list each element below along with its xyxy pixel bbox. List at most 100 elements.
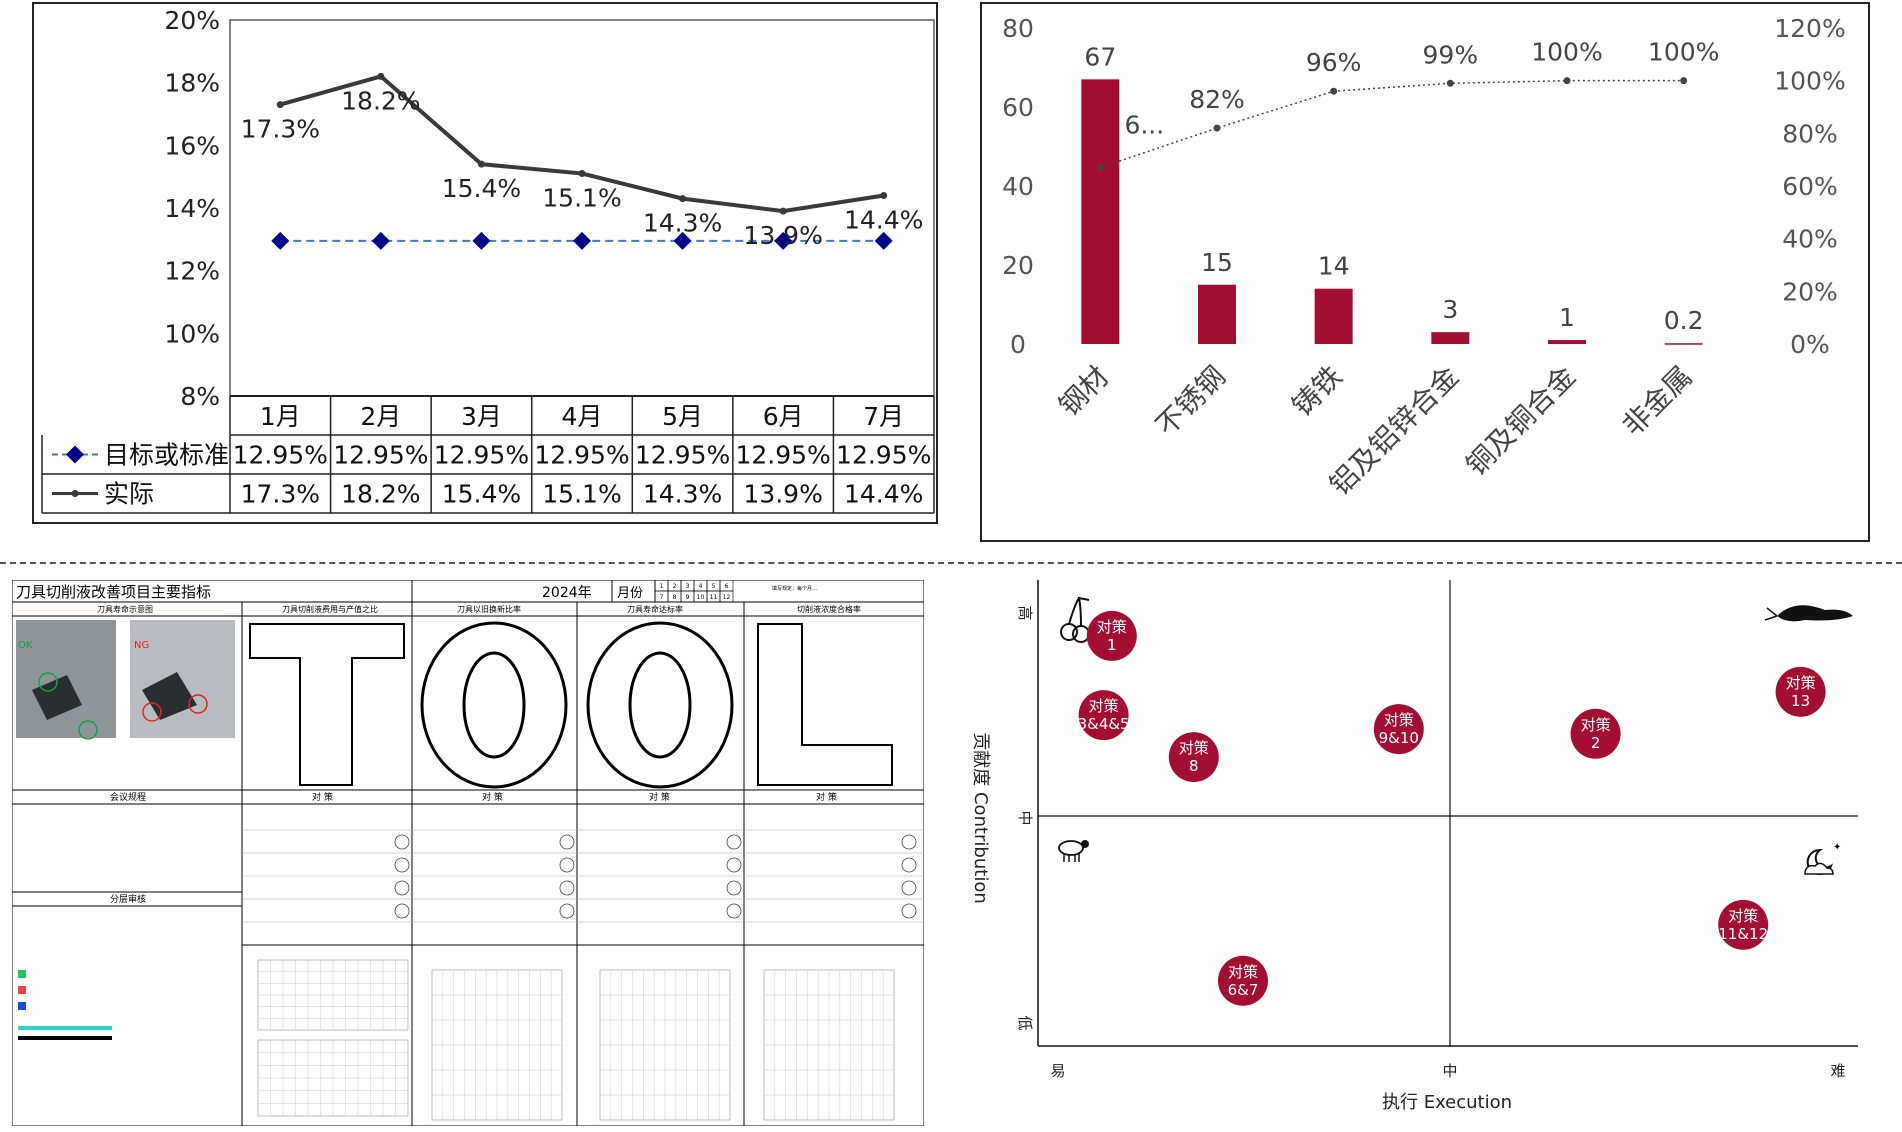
- actual-data-label: 13.9%: [743, 221, 822, 250]
- progress-circle: [394, 857, 410, 873]
- month-number: 12: [723, 594, 731, 601]
- bar-value-label: 3: [1442, 295, 1458, 324]
- measure-point-number: 13: [1791, 692, 1810, 710]
- table-legend-actual-marker: [71, 490, 79, 497]
- actual-point-marker: [880, 191, 888, 199]
- y-tick-label: 低: [1016, 1015, 1034, 1030]
- measure-point: [1718, 899, 1769, 950]
- head-concentration: 切削液浓度合格率: [797, 604, 861, 614]
- ng-insert-photo: [130, 620, 235, 738]
- table-month-header: 5月: [662, 402, 703, 431]
- measure-point: [1086, 610, 1137, 661]
- actual-data-label: 15.1%: [542, 184, 621, 213]
- progress-circle: [559, 880, 575, 896]
- table-target-value: 12.95%: [434, 441, 529, 470]
- whale-icon-body: [1777, 605, 1853, 622]
- bar-value-label: 67: [1084, 42, 1116, 71]
- y-tick-label: 高: [1016, 605, 1034, 620]
- measure-point: [1078, 690, 1129, 741]
- progress-circle: [726, 834, 742, 850]
- whale-icon: [1764, 605, 1853, 622]
- measures-head: 对 策: [482, 791, 503, 803]
- letter-t: [249, 623, 405, 786]
- month-number: 10: [697, 594, 705, 601]
- actual-data-label: 15.4%: [442, 174, 521, 203]
- measure-point-number: 6&7: [1228, 981, 1259, 999]
- month-number: 8: [673, 594, 677, 601]
- table-actual-value: 14.4%: [844, 480, 923, 509]
- letter-o-inner: [628, 651, 692, 759]
- cherry-icon: [1060, 596, 1090, 643]
- table-target-value: 12.95%: [233, 441, 328, 470]
- progress-circle: [726, 903, 742, 919]
- actual-data-label: 14.4%: [844, 205, 923, 234]
- sheep-icon-head: [1081, 840, 1089, 848]
- progress-circle: [394, 903, 410, 919]
- progress-circle: [901, 903, 917, 919]
- table-actual-value: 15.4%: [442, 480, 521, 509]
- letter-l: [757, 623, 893, 786]
- month-number: 5: [712, 583, 716, 590]
- ok-mark-circle: [78, 720, 98, 740]
- measure-point: [1775, 666, 1826, 717]
- bar: [1431, 332, 1470, 344]
- sheep-icon: [1058, 840, 1089, 862]
- y2-tick-label: 20%: [1782, 277, 1838, 306]
- progress-circle: [901, 880, 917, 896]
- layered-review-head: 分层审核: [110, 893, 146, 905]
- board-svg: 刀具切削液改善项目主要指标 2024年 月份 1 2 3 4 5 67 8 9 10 11 12 填…: [11, 579, 925, 1127]
- bar-value-label: 0.2: [1664, 306, 1704, 335]
- progress-circle: [901, 857, 917, 873]
- measure-point-number: 1: [1107, 636, 1117, 654]
- cumulative-point: [1096, 164, 1104, 172]
- x-axis-title: 执行 Execution: [1382, 1092, 1512, 1113]
- moon-icon-star: ✦: [1833, 842, 1841, 853]
- cumulative-point: [1446, 79, 1454, 87]
- progress-circle: [394, 880, 410, 896]
- progress-circle: [726, 880, 742, 896]
- cumulative-label: 99%: [1423, 40, 1479, 69]
- y-tick-label: 8%: [180, 382, 220, 411]
- y2-tick-label: 100%: [1774, 67, 1845, 96]
- cumulative-label: 100%: [1648, 38, 1719, 67]
- ok-insert-shape: [32, 675, 82, 720]
- bar: [1314, 288, 1353, 344]
- progress-circle: [559, 857, 575, 873]
- sheep-icon-legs: [1063, 854, 1080, 862]
- bar: [1664, 343, 1703, 345]
- actual-point-marker: [779, 207, 787, 215]
- table-actual-value: 17.3%: [241, 480, 320, 509]
- table-target-value: 12.95%: [836, 441, 931, 470]
- table-row-label-target: 目标或标准: [104, 441, 229, 470]
- measure-point-label: 对策: [1581, 716, 1611, 734]
- measure-rows: [242, 829, 924, 923]
- measure-point-label: 对策: [1097, 618, 1127, 636]
- y-tick-label: 14%: [164, 194, 220, 223]
- y-tick-label: 10%: [164, 319, 220, 348]
- y-tick-label: 0: [1010, 330, 1026, 359]
- table-actual-value: 18.2%: [341, 480, 420, 509]
- y-tick-label: 20: [1002, 251, 1034, 280]
- measures-head: 对 策: [816, 791, 837, 803]
- bar: [1198, 284, 1236, 344]
- target-point-marker: [573, 231, 591, 250]
- indicator-board: 刀具切削液改善项目主要指标 2024年 月份 1 2 3 4 5 6 7 8 9 10 11 12 填…: [11, 579, 925, 1127]
- actual-data-label: 18.2%: [341, 86, 420, 115]
- table-target-value: 12.95%: [534, 441, 629, 470]
- measure-point: [1218, 955, 1268, 1006]
- actual-point-marker: [679, 195, 687, 203]
- table-target-value: 12.95%: [333, 441, 428, 470]
- ng-insert-shape: [142, 672, 197, 720]
- head-exchange-rate: 刀具以旧换新比率: [457, 604, 521, 614]
- table-month-header: 1月: [260, 402, 301, 431]
- target-point-marker: [371, 231, 390, 250]
- measure-point-label: 对策: [1179, 739, 1209, 757]
- measure-point-number: 2: [1591, 734, 1601, 752]
- measure-point-label: 对策: [1228, 963, 1258, 981]
- progress-circle: [559, 834, 575, 850]
- table-month-header: 3月: [461, 402, 502, 431]
- month-number: 4: [699, 583, 703, 590]
- line-chart-panel: 20% 18% 16% 14% 12% 10% 8% 17.3% 18.2% 15.4% 15.1%…: [32, 2, 938, 524]
- head-life-diagram: 刀具寿命示意图: [97, 604, 153, 614]
- legend-green: [18, 970, 26, 978]
